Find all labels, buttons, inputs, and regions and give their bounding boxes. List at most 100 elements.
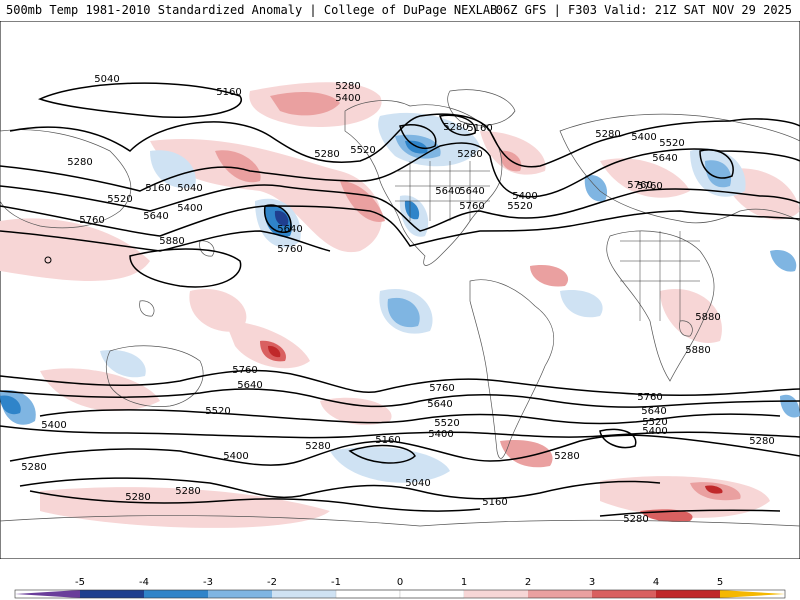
anomaly-area	[500, 440, 553, 468]
contour-line	[37, 82, 243, 119]
colorbar-ticks: -5 -4 -3 -2 -1 0 1 2 3 4 5	[75, 577, 723, 588]
contour-line	[9, 434, 800, 466]
island-coast	[199, 240, 215, 257]
contour-label: 5280	[314, 149, 339, 160]
contour-label: 5160	[482, 497, 507, 508]
model-valid-time: 06Z GFS | F303 Valid: 21Z SAT NOV 29 202…	[495, 3, 792, 17]
tick-label: 3	[589, 577, 595, 588]
contour-label: 5400	[512, 191, 537, 202]
us-state-grid	[395, 161, 490, 221]
contour-label: 5400	[177, 203, 202, 214]
anomaly-area	[404, 200, 420, 220]
north-america-coast	[344, 100, 503, 266]
contour-line	[0, 205, 800, 247]
contour-label: 5400	[642, 426, 667, 437]
contour-label: 5760	[637, 392, 662, 403]
contour-line	[699, 149, 734, 179]
contour-label: 5520	[659, 138, 684, 149]
contour-line	[39, 409, 781, 425]
contour-label: 5640	[277, 224, 302, 235]
anomaly-area	[100, 350, 146, 378]
anomaly-area	[320, 397, 392, 425]
anomaly-area	[189, 289, 247, 332]
contour-label: 5760	[637, 181, 662, 192]
contour-line	[0, 388, 800, 408]
colorbar-swatches	[14, 589, 786, 599]
contour-label: 5280	[749, 436, 774, 447]
map-title: 500mb Temp 1981-2010 Standardized Anomal…	[6, 3, 498, 17]
island-coast	[679, 320, 693, 337]
contour-label: 5520	[350, 145, 375, 156]
anomaly-area	[274, 210, 289, 227]
swatch-zero-a	[335, 589, 401, 599]
contour-label: 5280	[67, 157, 92, 168]
anomaly-map: 5040 5160 5280 5400 5280 5160 5280 5280 …	[0, 21, 800, 559]
contour-line	[0, 142, 800, 198]
contour-label: 5400	[223, 451, 248, 462]
contour-label: 5520	[434, 418, 459, 429]
contour-label: 5760	[459, 201, 484, 212]
anomaly-area	[770, 250, 797, 272]
contour-line	[263, 204, 292, 233]
contour-label: 5400	[631, 132, 656, 143]
anomaly-area	[660, 289, 722, 343]
anomaly-area	[268, 345, 281, 358]
contour-label: 5280	[595, 129, 620, 140]
tick-label: 0	[397, 577, 403, 588]
tick-label: 2	[525, 577, 531, 588]
contour-label: 5520	[107, 194, 132, 205]
anomaly-shading	[0, 82, 800, 528]
contour-label: 5640	[459, 186, 484, 197]
contour-label: 5040	[405, 478, 430, 489]
swatch-neg2	[208, 590, 272, 598]
contour-line	[439, 114, 476, 136]
contour-label: 5760	[79, 215, 104, 226]
anomaly-area	[330, 447, 450, 483]
tick-label: 1	[461, 577, 467, 588]
contour-label: 5280	[305, 441, 330, 452]
tick-label: -1	[331, 577, 341, 588]
contour-label: 5640	[641, 406, 666, 417]
contour-line	[399, 124, 437, 149]
anomaly-area	[40, 487, 330, 528]
contour-label: 5760	[627, 180, 652, 191]
contour-label: 5640	[143, 211, 168, 222]
swatch-pos2	[528, 590, 592, 598]
africa-coast	[606, 230, 715, 382]
anomaly-area	[584, 175, 608, 202]
anomaly-area	[705, 485, 723, 494]
island-coast	[139, 300, 155, 317]
asia-coast	[0, 129, 132, 229]
height-contours	[0, 82, 800, 517]
swatch-neg1	[272, 590, 336, 598]
antarctica-coast	[0, 515, 800, 527]
state-borders	[395, 161, 700, 321]
contour-label: 5160	[375, 435, 400, 446]
anomaly-area	[270, 91, 340, 116]
contour-label: 5280	[125, 492, 150, 503]
contour-label: 5760	[277, 244, 302, 255]
contour-label: 5160	[145, 183, 170, 194]
contour-label: 5760	[429, 383, 454, 394]
africa-borders	[620, 231, 700, 321]
contour-label: 5280	[554, 451, 579, 462]
contour-line	[29, 490, 481, 512]
contour-label: 5280	[335, 81, 360, 92]
colorbar-outline	[14, 589, 786, 599]
australia-coast	[105, 345, 204, 407]
contour-line	[0, 184, 800, 232]
contour-label: 5400	[428, 429, 453, 440]
contour-label: 5040	[177, 183, 202, 194]
greenland-coast	[447, 89, 516, 126]
anomaly-area	[387, 297, 420, 328]
anomaly-area	[560, 290, 603, 318]
contour-label: 5160	[467, 123, 492, 134]
contour-line	[0, 369, 800, 396]
contour-label: 5400	[41, 420, 66, 431]
swatch-pos1	[464, 590, 528, 598]
south-america-coast	[469, 279, 554, 459]
contour-line	[348, 444, 416, 464]
tick-label: 4	[653, 577, 659, 588]
contour-label: 5520	[642, 417, 667, 428]
contour-label: 5400	[335, 93, 360, 104]
